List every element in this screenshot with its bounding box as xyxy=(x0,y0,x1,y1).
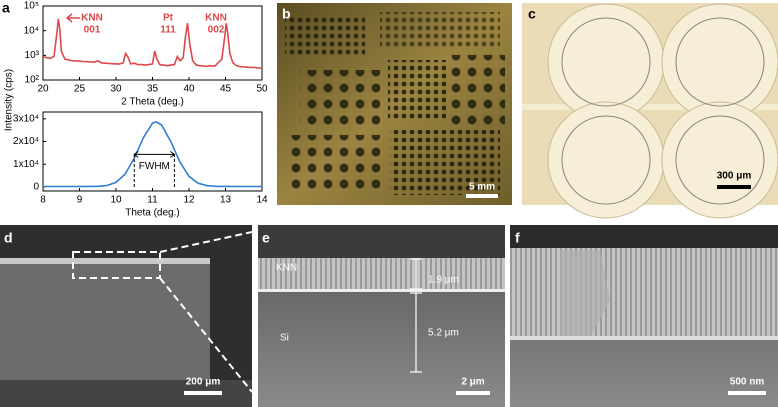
x-tick-label: 8 xyxy=(40,195,46,206)
panel-label: a xyxy=(2,0,10,16)
fwhm-arrow xyxy=(133,150,176,158)
scale-bar-label: 5 mm xyxy=(469,182,495,193)
annotation: 001 xyxy=(84,25,101,36)
photo-b xyxy=(277,3,512,205)
data-line xyxy=(42,18,263,69)
x-tick-label: 25 xyxy=(74,84,86,95)
panel-label: b xyxy=(282,6,291,22)
x-tick-label: 30 xyxy=(110,84,122,95)
fwhm-label: FWHM xyxy=(139,161,170,172)
scale-bar-label: 200 μm xyxy=(186,377,221,388)
data-line xyxy=(43,120,262,188)
y-tick-label: 0 xyxy=(33,182,39,193)
x-tick-label: 50 xyxy=(256,84,268,95)
panel-label: e xyxy=(262,230,270,246)
thickness-label: 5.2 μm xyxy=(428,328,459,339)
x-tick-label: 45 xyxy=(220,84,232,95)
panel-label: c xyxy=(528,6,536,22)
scale-bar xyxy=(466,194,498,198)
y-tick-label: 10² xyxy=(25,75,40,86)
photo-d xyxy=(0,225,253,407)
annotation: 111 xyxy=(160,25,176,36)
y-axis-label: Intensity (cps) xyxy=(4,69,15,131)
y-tick-label: 10⁴ xyxy=(24,25,39,36)
layer-label: Si xyxy=(280,333,289,344)
x-tick-label: 12 xyxy=(183,195,195,206)
x-tick-label: 11 xyxy=(147,195,158,206)
scale-bar-label: 2 μm xyxy=(461,377,484,388)
panel-label: d xyxy=(4,230,13,246)
thickness-label: 1.9 μm xyxy=(428,275,459,286)
x-tick-label: 10 xyxy=(110,195,122,206)
annotation: Pt xyxy=(163,13,174,24)
x-tick-label: 35 xyxy=(147,84,159,95)
photo-f xyxy=(510,225,778,407)
y-tick-label: 1x10⁴ xyxy=(13,159,39,170)
y-tick-label: 2x10⁴ xyxy=(13,136,39,147)
x-axis-label: Theta (deg.) xyxy=(125,208,179,219)
y-tick-label: 3x10⁴ xyxy=(13,113,39,124)
layer-label: KNN xyxy=(276,263,297,274)
annotation-arrow xyxy=(65,13,80,23)
photo-c xyxy=(522,3,778,219)
x-tick-label: 13 xyxy=(220,195,232,206)
y-tick-label: 10⁵ xyxy=(24,1,39,12)
annotation: 002 xyxy=(208,25,225,36)
x-tick-label: 40 xyxy=(183,84,195,95)
scale-bar-label: 500 nm xyxy=(730,377,765,388)
scale-bar-label: 300 μm xyxy=(717,171,752,182)
x-axis-label: 2 Theta (deg.) xyxy=(121,97,184,108)
x-tick-label: 14 xyxy=(256,195,268,206)
x-tick-label: 20 xyxy=(37,84,49,95)
y-tick-label: 10³ xyxy=(25,50,40,61)
annotation: KNN xyxy=(205,13,227,24)
photo-e xyxy=(258,225,505,407)
x-tick-label: 9 xyxy=(77,195,83,206)
annotation: KNN xyxy=(81,13,103,24)
panel-label: f xyxy=(515,230,520,246)
